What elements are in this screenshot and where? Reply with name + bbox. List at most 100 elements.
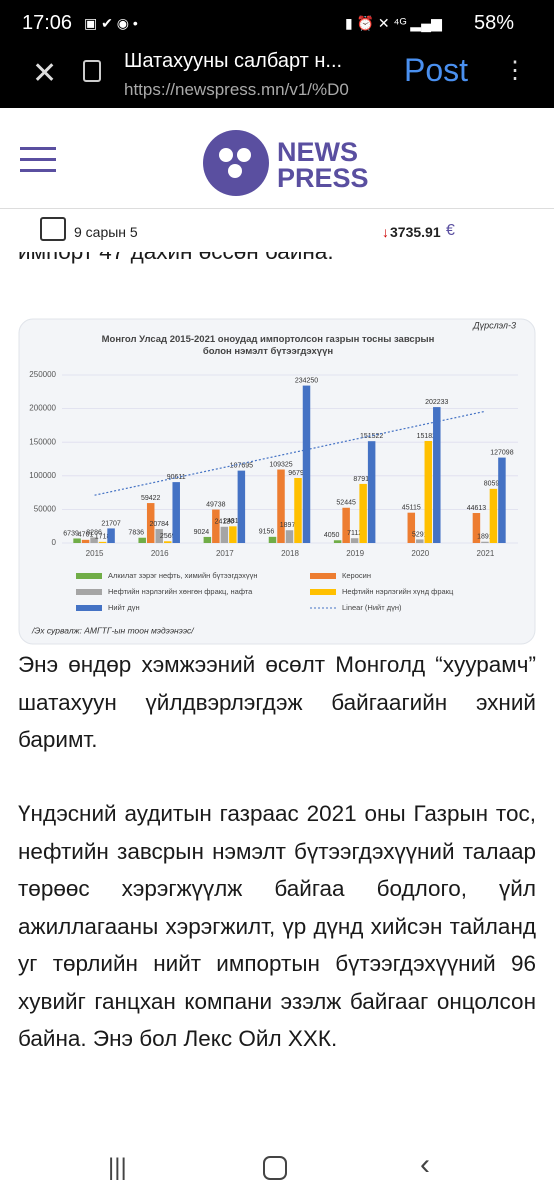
status-icons: ▣ ✔ ◉ • <box>84 15 138 31</box>
logo-text: NEWS <box>277 137 358 167</box>
bar <box>212 509 220 543</box>
bar <box>359 483 367 543</box>
x-tick-label: 2018 <box>281 549 299 558</box>
x-tick-label: 2016 <box>151 549 169 558</box>
legend-label: Linear (Нийт дүн) <box>342 603 402 612</box>
bar <box>302 385 311 543</box>
bar <box>407 512 416 543</box>
bar <box>367 441 376 543</box>
bar <box>472 513 481 543</box>
data-label: 45115 <box>402 505 421 512</box>
x-tick-label: 2019 <box>346 549 364 558</box>
paragraph: Энэ өндөр хэмжээний өсөлт Монголд “хуура… <box>18 652 536 752</box>
data-label: 5291 <box>412 531 428 538</box>
data-label: 234250 <box>295 377 318 384</box>
data-label: 151827 <box>417 433 440 440</box>
bar <box>98 541 107 543</box>
close-button[interactable]: ✕ <box>32 57 58 90</box>
x-tick-label: 2020 <box>411 549 429 558</box>
x-tick-label: 2017 <box>216 549 234 558</box>
data-label: 127098 <box>490 449 513 456</box>
date: 9 сарын 5 <box>74 224 138 240</box>
bar <box>416 539 424 543</box>
bar <box>342 507 350 543</box>
legend-label: Алкилат зэрэг нефть, химийн бүтээгдэхүүн <box>108 571 258 580</box>
y-tick-label: 250000 <box>29 370 56 379</box>
data-label: 44613 <box>467 505 487 512</box>
url[interactable]: https://newspress.mn/v1/%D0 <box>124 80 349 99</box>
bar <box>107 528 115 543</box>
logo-mark <box>203 130 269 196</box>
date-bar: 9 сарын 5 ↓ 3735.91 € <box>0 210 554 252</box>
figure-label: Дүрслэл-3 <box>472 320 516 330</box>
data-label: 202233 <box>425 399 448 406</box>
data-label: 96794 <box>288 470 308 477</box>
y-tick-label: 200000 <box>29 404 56 413</box>
y-tick-label: 150000 <box>29 437 56 446</box>
x-tick-label: 2015 <box>86 549 104 558</box>
legend-label: Нефтийн нэрлэгийн хөнгөн фракц, нафта <box>108 587 253 596</box>
bar <box>229 526 237 543</box>
logo-text: PRESS <box>277 163 369 193</box>
data-label: 1718 <box>95 534 111 541</box>
hamburger[interactable] <box>20 147 56 173</box>
bar <box>155 529 163 543</box>
data-label: 49738 <box>206 501 226 508</box>
chart: Дүрслэл-3 /Эх сурвалж: АМГТГ-ын тоон мэд… <box>18 318 536 645</box>
chart-title: Монгол Улсад 2015-2021 оноудад импортолс… <box>101 334 435 357</box>
article-text: импорт 47 дахин өссөн байна. <box>18 252 334 265</box>
y-tick-label: 50000 <box>34 505 57 514</box>
back[interactable]: ‹ <box>420 1148 430 1181</box>
bar <box>433 407 441 543</box>
data-label: 109325 <box>269 461 292 468</box>
legend-label: Нийт дүн <box>108 603 140 612</box>
data-label: 7836 <box>128 530 144 537</box>
y-tick-label: 100000 <box>29 471 56 480</box>
data-label: 6739 <box>63 530 79 537</box>
data-label: 8286 <box>86 529 102 536</box>
article-cut: импорт 47 дахин өссөн байна. <box>0 252 554 266</box>
bar <box>237 470 246 543</box>
data-label: 24120 <box>215 519 235 526</box>
home[interactable] <box>263 1156 287 1180</box>
legend-swatch <box>76 573 102 579</box>
legend-label: Нефтийн нэрлэгийн хүнд фракц <box>342 587 454 596</box>
battery: 58% <box>474 12 515 34</box>
bar <box>138 537 146 543</box>
page-title: Шатахууны салбарт н... <box>124 50 343 72</box>
source: /Эх сурвалж: АМГТГ-ын тоон мэдээнээс/ <box>31 625 195 635</box>
data-label: 52445 <box>336 500 356 507</box>
bar <box>203 536 212 543</box>
rate: 3735.91 <box>390 224 441 240</box>
data-label: 18976 <box>280 522 300 529</box>
data-label: 87915 <box>353 476 373 483</box>
bar <box>481 541 489 543</box>
top-bars: 17:06 ▣ ✔ ◉ • ▮ ⏰ ✕ ⁴ᴳ ▂▄▆ 58% ✕ Шатахуу… <box>0 0 554 108</box>
bar <box>294 477 302 543</box>
data-label: 90611 <box>167 474 186 481</box>
bar <box>73 538 81 543</box>
data-label: 1891 <box>477 534 493 541</box>
data-label: 21707 <box>101 520 121 527</box>
legend-swatch <box>76 589 102 595</box>
data-label: 4701 <box>78 532 94 539</box>
data-label: 151522 <box>360 433 383 440</box>
data-label: 4050 <box>324 532 340 539</box>
bar <box>90 537 98 543</box>
menu-button[interactable]: ⋮ <box>503 57 527 84</box>
bar <box>172 482 180 543</box>
bar <box>277 469 285 543</box>
x-tick-label: 2021 <box>477 549 495 558</box>
y-tick-label: 0 <box>52 538 57 547</box>
lock-icon[interactable] <box>83 60 101 82</box>
post-button[interactable]: Post <box>404 52 469 88</box>
bar <box>220 526 229 543</box>
bar <box>489 488 498 543</box>
paragraph: Үндэсний аудитын газраас 2021 оны Газрын… <box>18 801 536 1051</box>
currency: € <box>446 222 455 239</box>
data-label: 20784 <box>149 521 169 528</box>
nav-bar: ||| ‹ <box>0 1132 554 1200</box>
legend-label: Керосин <box>342 571 371 580</box>
recent-apps[interactable]: ||| <box>108 1154 127 1181</box>
divider <box>0 208 554 209</box>
